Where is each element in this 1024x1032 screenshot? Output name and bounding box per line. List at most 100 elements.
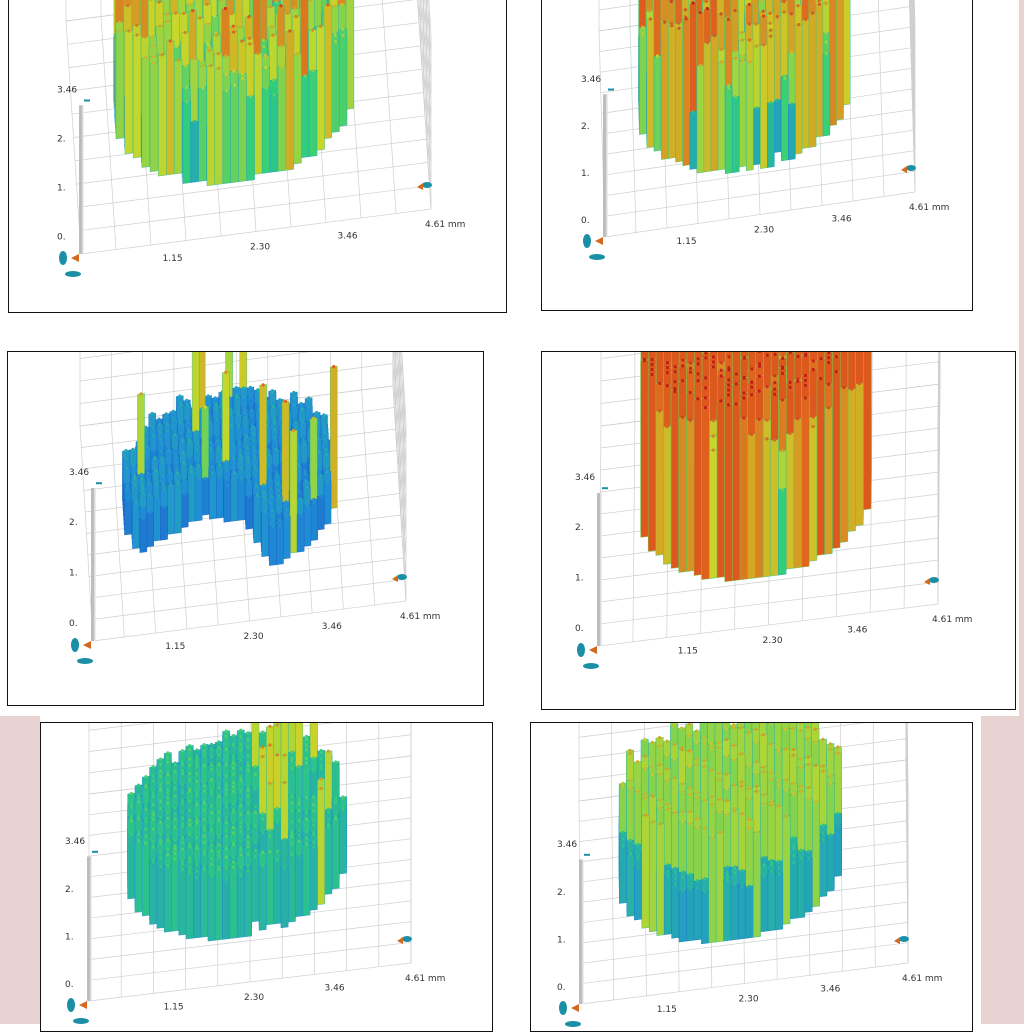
surface-column: [142, 57, 150, 168]
surface-peak: [126, 484, 129, 487]
surface-peak: [340, 3, 343, 6]
surface-peak: [319, 494, 322, 497]
surface-peak: [224, 54, 227, 57]
surface-peak: [125, 467, 128, 470]
surface-peak: [296, 52, 299, 55]
surface-peak: [758, 375, 761, 378]
surface-column: [202, 478, 209, 515]
surface-column: [223, 90, 231, 183]
z-tick-label: 3.46: [581, 75, 601, 85]
surface-peak: [677, 27, 680, 30]
surface-column: [181, 494, 188, 528]
surface-column: [188, 471, 195, 522]
surface-peak: [325, 453, 328, 456]
surface-peak: [252, 432, 255, 435]
surface-column: [269, 526, 276, 566]
x-tick-label: 4.61 mm: [400, 612, 440, 622]
surface-peak: [267, 453, 270, 456]
surface-peak: [303, 443, 306, 446]
x-tick-label: 3.46: [832, 214, 852, 224]
surface-peak: [727, 383, 730, 386]
surface-column: [209, 472, 216, 519]
surface-peak: [230, 12, 233, 15]
surface-peak: [132, 465, 135, 468]
surface-peak: [277, 489, 280, 492]
surface-peak: [175, 467, 178, 470]
surface-peak: [271, 515, 274, 518]
surface-peak: [704, 376, 707, 379]
surface-peak: [166, 429, 169, 432]
surface-peak: [209, 64, 212, 67]
surface-column: [140, 519, 147, 553]
surface-peak: [666, 371, 669, 374]
surface-peak: [152, 434, 155, 437]
surface-peak: [173, 433, 176, 436]
surface-peak: [811, 11, 814, 14]
surface-peak: [304, 473, 307, 476]
surface-peak: [246, 456, 249, 459]
surface-peak: [317, 450, 320, 453]
surface-peak: [240, 40, 243, 43]
surface-peak: [201, 64, 204, 67]
surface-column: [668, 25, 675, 158]
surface-peak: [776, 99, 779, 102]
surface-peak: [307, 405, 310, 408]
surface-peak: [297, 480, 300, 483]
surface-column: [276, 525, 283, 565]
surface-column: [133, 35, 141, 159]
surface-column: [167, 485, 174, 535]
surface-peak: [271, 391, 274, 394]
surface-peak: [147, 478, 150, 481]
surface-peak: [182, 12, 185, 15]
surface-peak: [214, 403, 217, 406]
surface-peak: [858, 382, 861, 385]
surface-peak: [743, 357, 746, 360]
surface-peak: [306, 503, 309, 506]
surface-peak: [286, 12, 289, 15]
x-tick-label: 2.30: [244, 632, 264, 642]
surface-column: [124, 499, 131, 535]
surface-peak: [313, 501, 316, 504]
surface-column: [823, 53, 830, 136]
surface-peak: [189, 3, 192, 6]
surface-column: [795, 24, 802, 154]
surface-peak: [796, 355, 799, 358]
surface-column: [683, 18, 690, 165]
surface-column: [215, 68, 223, 185]
surface-peak: [689, 361, 692, 364]
surface-column: [270, 95, 278, 173]
surface-peak: [257, 52, 260, 55]
surface-peak: [812, 368, 815, 371]
surface-column: [309, 70, 317, 157]
surface-peak: [303, 470, 306, 473]
surface-peak: [187, 430, 190, 433]
surface-peak: [143, 35, 146, 38]
surface-peak: [720, 369, 723, 372]
surface-peak: [818, 3, 821, 6]
surface-peak: [240, 467, 243, 470]
surface-peak: [689, 419, 692, 422]
surface-peak: [152, 449, 155, 452]
z-tick-label: 1.: [69, 569, 78, 579]
surface-peak: [167, 465, 170, 468]
surface-peak: [293, 417, 296, 420]
surface-peak: [325, 467, 328, 470]
surface-peak: [169, 483, 172, 486]
surface-peak: [248, 37, 251, 40]
surface-peak: [230, 437, 233, 440]
surface-peak: [332, 365, 335, 368]
surface-peak: [225, 460, 228, 463]
surface-peak: [649, 17, 652, 20]
surface-peak: [750, 367, 753, 370]
surface-peak: [704, 386, 707, 389]
surface-peak: [151, 35, 154, 38]
surface-peak: [216, 434, 219, 437]
surface-peak: [155, 482, 158, 485]
surface-column: [767, 102, 774, 167]
surface-peak: [155, 495, 158, 498]
surface-peak: [790, 102, 793, 105]
surface-column: [231, 85, 239, 183]
surface-peak: [188, 456, 191, 459]
surface-plot-2: 1.152.303.464.61 mm0.1.2.3.46: [542, 0, 973, 311]
